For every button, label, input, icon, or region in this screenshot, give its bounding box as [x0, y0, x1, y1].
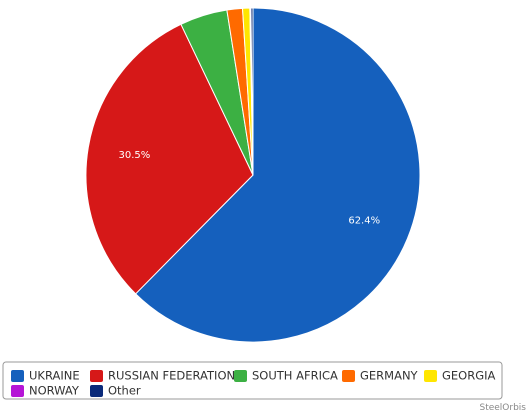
legend-swatch [90, 385, 103, 397]
pie-slice-labels: 62.4% 30.5% [119, 150, 381, 227]
pie-slice-ukraine [134, 7, 421, 343]
legend-label: GEORGIA [442, 369, 496, 383]
legend-item-germany[interactable]: GERMANY [342, 369, 419, 383]
pie-slices [85, 7, 421, 343]
legend-item-norway[interactable]: NORWAY [11, 384, 80, 398]
legend: UKRAINE RUSSIAN FEDERATION SOUTH AFRICA GER… [2, 361, 503, 400]
legend-label: SOUTH AFRICA [252, 369, 338, 383]
legend-label: RUSSIAN FEDERATION [108, 369, 235, 383]
legend-label: UKRAINE [29, 369, 80, 383]
slice-label-russian-federation: 30.5% [119, 150, 151, 161]
legend-swatch [342, 370, 355, 382]
pie-slice-russian-federation [85, 23, 254, 295]
legend-label: Other [108, 384, 141, 398]
legend-box [2, 361, 503, 400]
pie-slice-other [250, 7, 254, 176]
legend-item-russian-federation[interactable]: RUSSIAN FEDERATION [90, 369, 235, 383]
legend-item-other[interactable]: Other [90, 384, 141, 398]
legend-swatch [234, 370, 247, 382]
legend-swatch [424, 370, 437, 382]
legend-item-ukraine[interactable]: UKRAINE [11, 369, 80, 383]
legend-item-south-africa[interactable]: SOUTH AFRICA [234, 369, 338, 383]
slice-label-ukraine: 62.4% [348, 216, 380, 227]
legend-swatch [11, 385, 24, 397]
legend-label: GERMANY [360, 369, 419, 383]
legend-label: NORWAY [29, 384, 80, 398]
chart-credit: SteelOrbis [479, 403, 526, 413]
legend-item-georgia[interactable]: GEORGIA [424, 369, 496, 383]
legend-swatch [90, 370, 103, 382]
legend-swatch [11, 370, 24, 382]
